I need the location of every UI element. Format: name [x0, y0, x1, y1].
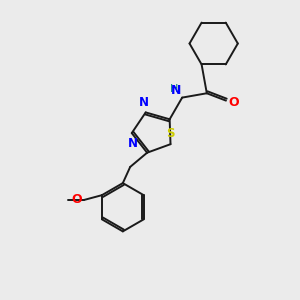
Text: N: N	[139, 96, 149, 109]
Text: H: H	[170, 84, 178, 94]
Text: O: O	[228, 96, 239, 109]
Text: O: O	[71, 194, 82, 206]
Text: N: N	[128, 137, 138, 150]
Text: N: N	[171, 84, 182, 97]
Text: S: S	[166, 127, 175, 140]
